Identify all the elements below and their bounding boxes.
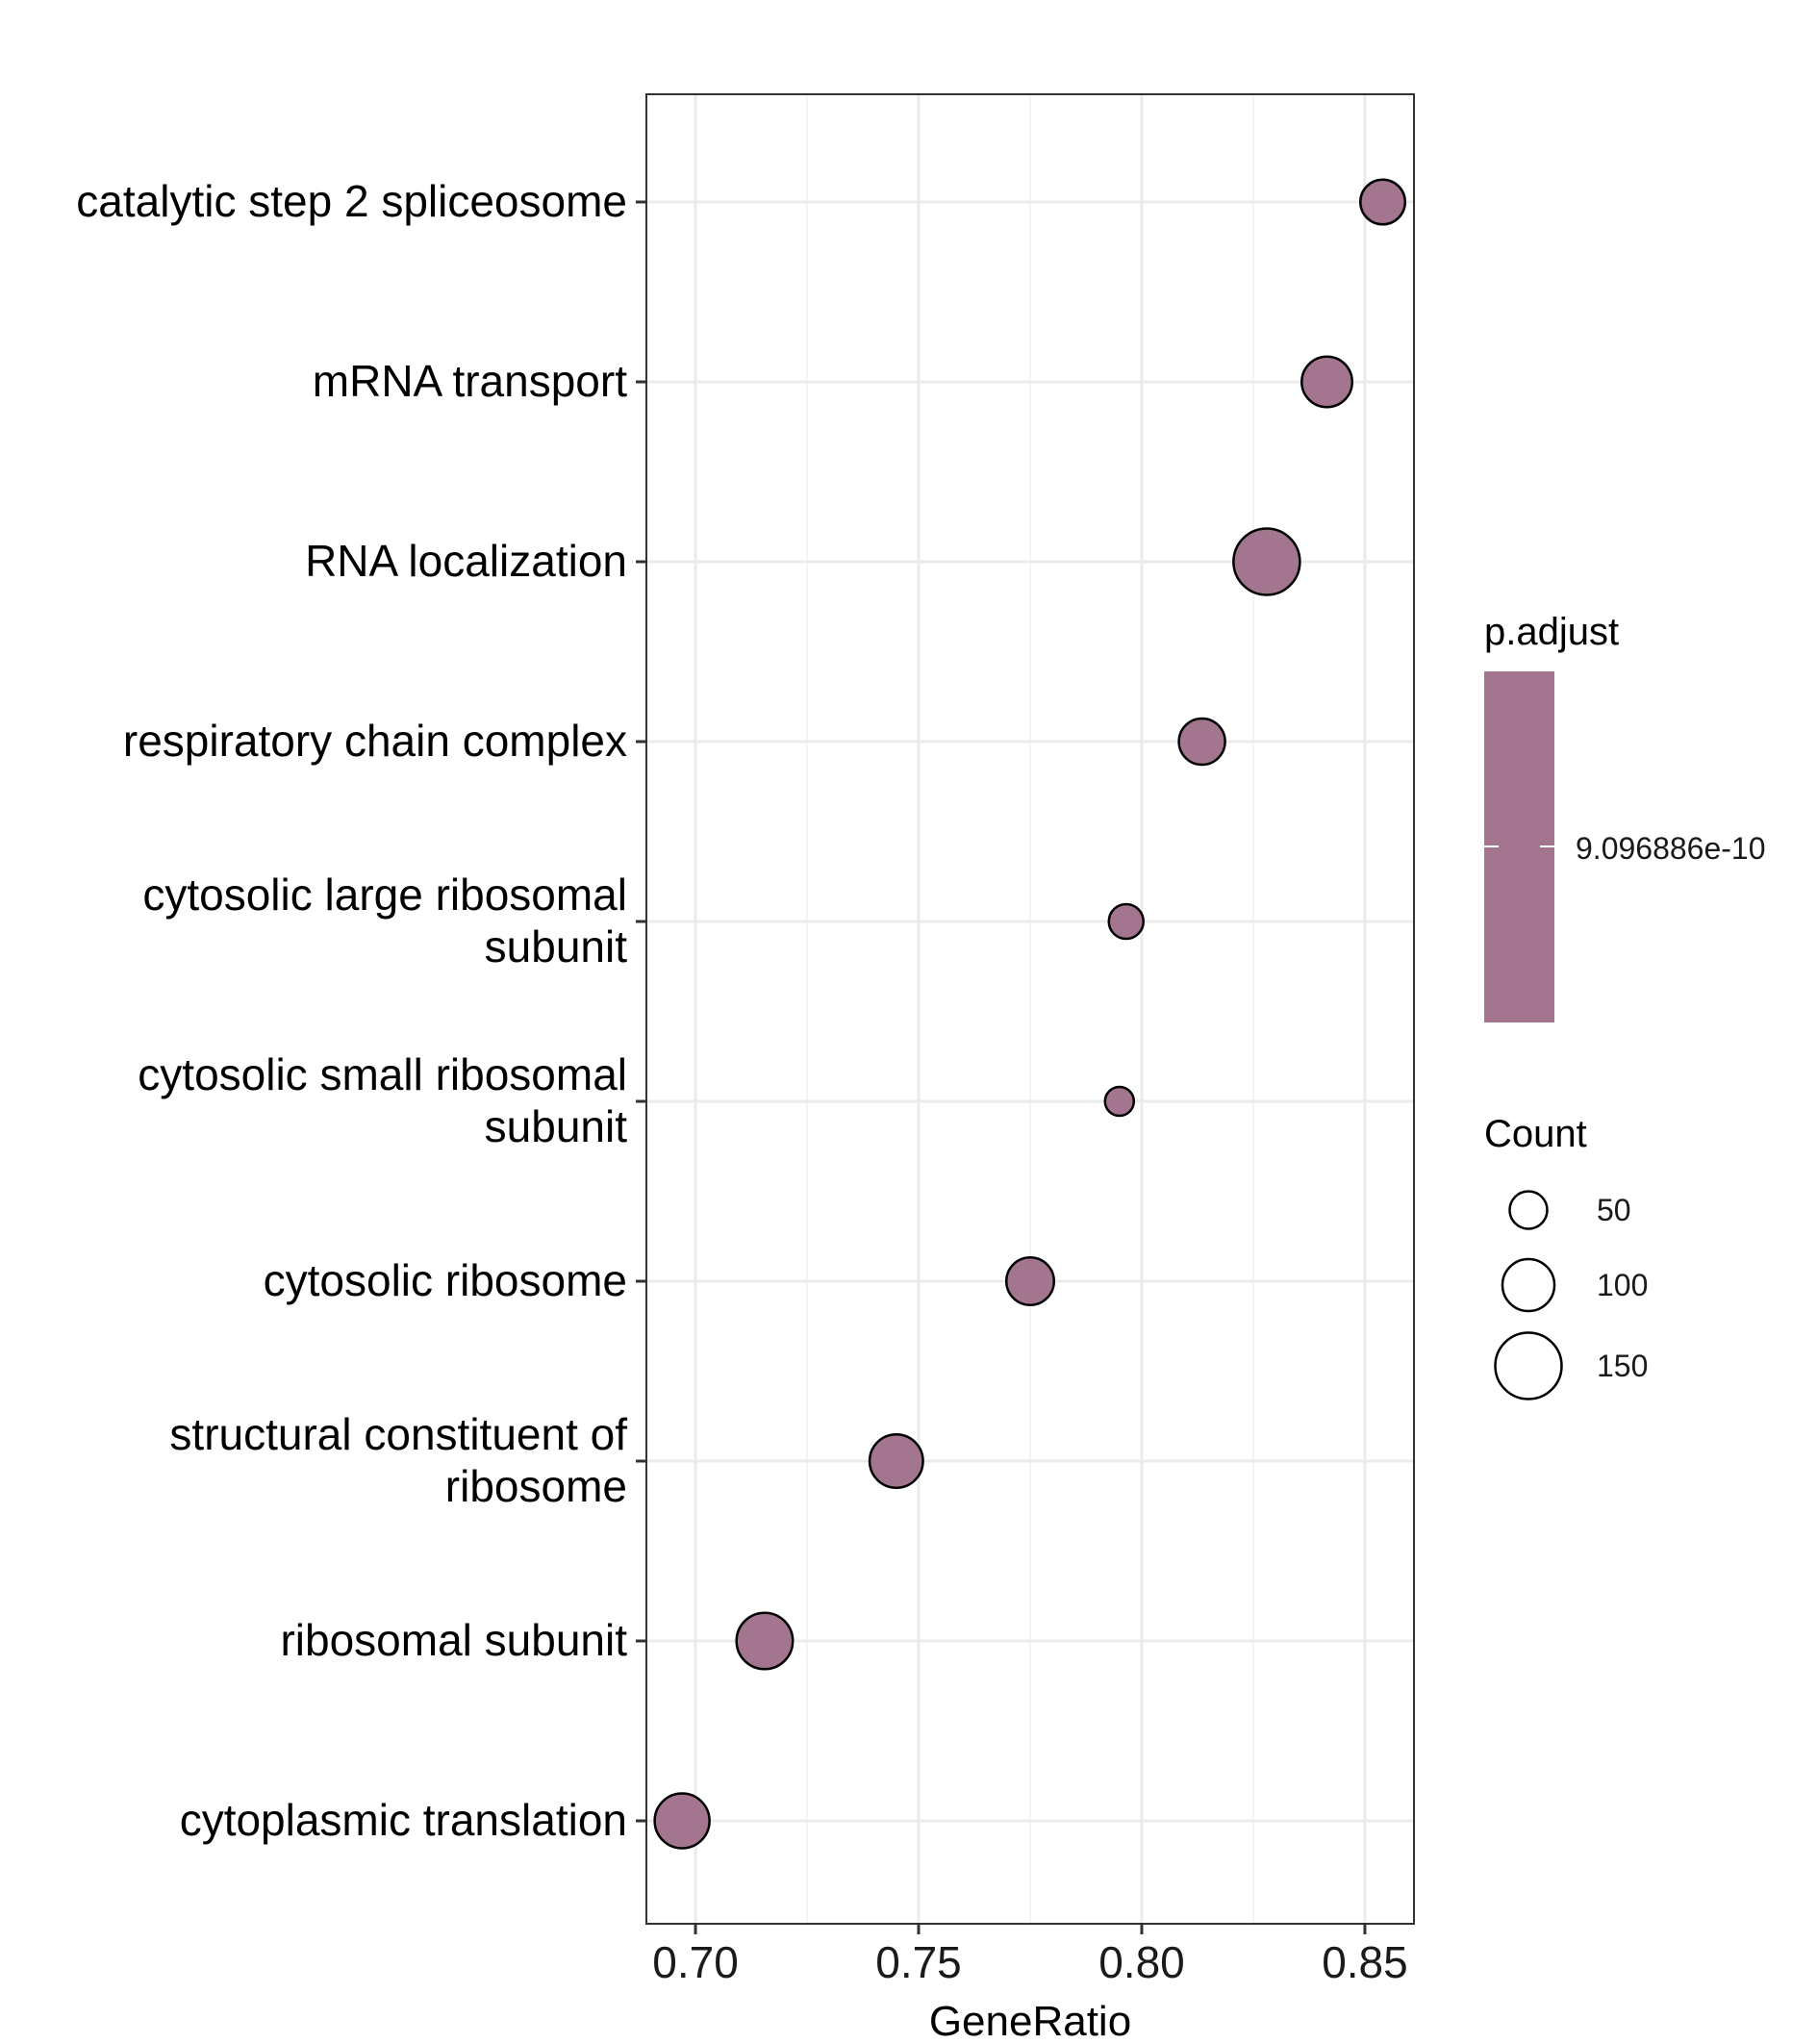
y-tick-label: cytosolic large ribosomal	[142, 870, 627, 920]
y-tick-label: subunit	[485, 921, 628, 972]
y-tick-label: cytosolic ribosome	[264, 1255, 627, 1305]
y-tick-label: mRNA transport	[313, 356, 627, 406]
data-point	[1107, 902, 1145, 941]
size-legend-circle	[1501, 1257, 1556, 1313]
data-point	[1300, 355, 1354, 409]
x-tick-label: 0.80	[1098, 1937, 1185, 1987]
y-tick-label: catalytic step 2 spliceosome	[76, 176, 627, 226]
size-legend-title: Count	[1484, 1113, 1587, 1155]
x-tick-label: 0.85	[1322, 1937, 1408, 1987]
size-legend-items: 50 100 150	[1494, 1190, 1648, 1401]
panel-border	[645, 93, 1415, 1925]
y-tick-label: ribosomal subunit	[280, 1615, 627, 1665]
y-tick-label: structural constituent of	[169, 1409, 627, 1459]
data-point	[653, 1792, 711, 1850]
size-legend-label: 50	[1597, 1193, 1631, 1227]
x-tick-label: 0.75	[875, 1937, 962, 1987]
data-point	[1005, 1256, 1055, 1306]
y-tick-label: RNA localization	[305, 536, 627, 586]
size-legend-label: 100	[1597, 1268, 1648, 1302]
data-point	[735, 1611, 795, 1671]
y-tick-label: cytoplasmic translation	[180, 1795, 627, 1845]
y-tick-label: subunit	[485, 1101, 628, 1151]
x-axis: 0.70 0.75 0.80 0.85	[652, 1924, 1408, 1987]
size-legend-label: 150	[1597, 1349, 1648, 1383]
data-points	[653, 178, 1407, 1850]
data-point	[1177, 717, 1226, 767]
color-legend-title: p.adjust	[1484, 611, 1619, 653]
x-tick-label: 0.70	[652, 1937, 739, 1987]
size-legend-circle	[1508, 1190, 1549, 1230]
data-point	[1359, 178, 1407, 226]
size-legend-circle	[1494, 1331, 1563, 1401]
y-tick-label: cytosolic small ribosomal	[138, 1049, 627, 1099]
size-legend: Count 50 100 150	[1484, 1113, 1648, 1401]
data-point	[868, 1433, 924, 1489]
y-axis: catalytic step 2 spliceosome mRNA transpo…	[76, 176, 646, 1845]
data-point	[1232, 527, 1301, 596]
color-legend-tick-label: 9.096886e-10	[1576, 831, 1766, 866]
data-point	[1103, 1085, 1136, 1118]
y-tick-label: ribosome	[445, 1461, 627, 1511]
x-axis-title: GeneRatio	[929, 1998, 1131, 2044]
color-legend: p.adjust 9.096886e-10	[1484, 611, 1766, 1022]
y-tick-label: respiratory chain complex	[123, 716, 627, 766]
grid-lines	[646, 94, 1414, 1924]
